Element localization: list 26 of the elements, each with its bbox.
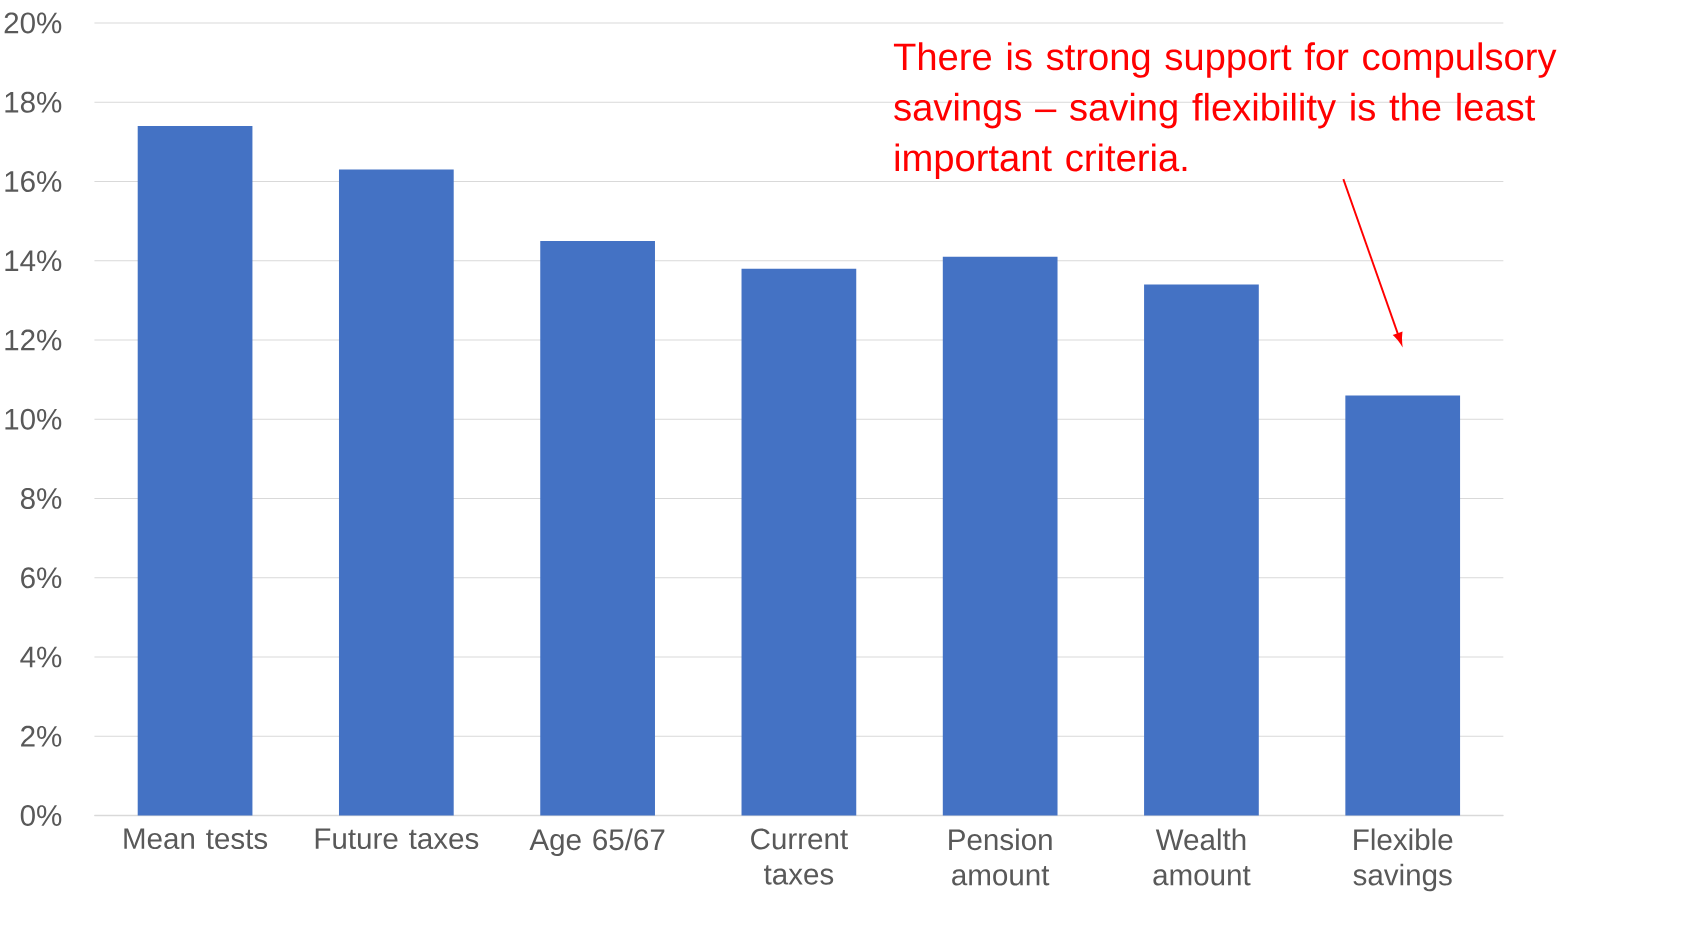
annotation: There is strong support for compulsory savings – saving flexibility is the least important criteria.	[893, 42, 1557, 179]
bar	[137, 125, 253, 816]
y-tick-label: 2%	[21, 725, 62, 747]
bar	[1144, 284, 1259, 816]
y-tick-label: 6%	[21, 567, 62, 589]
bar	[741, 268, 857, 816]
bar	[942, 256, 1058, 816]
x-tick-label: Flexible savings	[1353, 828, 1453, 892]
x-tick-label: Future taxes	[315, 828, 479, 849]
y-tick-label: 4%	[20, 646, 62, 668]
y-tick-label: 0%	[20, 804, 62, 826]
bar	[338, 169, 454, 816]
x-tick-label: Age 65/67	[529, 828, 665, 856]
y-tick-label: 12%	[5, 329, 62, 351]
y-tick-label: 10%	[5, 408, 62, 430]
bar	[540, 240, 655, 816]
y-tick-label: 20%	[4, 12, 62, 34]
x-tick-label: Mean tests	[124, 828, 268, 849]
x-tick-label: Pension amount	[949, 828, 1052, 886]
y-tick-label: 14%	[5, 250, 62, 271]
x-tick-label: Wealth amount	[1153, 828, 1251, 886]
x-tick-label: Current taxes	[751, 828, 848, 885]
y-tick-label: 16%	[5, 170, 62, 192]
bar	[1345, 395, 1461, 816]
y-tick-label: 18%	[5, 91, 62, 113]
y-tick-label: 8%	[20, 487, 62, 509]
